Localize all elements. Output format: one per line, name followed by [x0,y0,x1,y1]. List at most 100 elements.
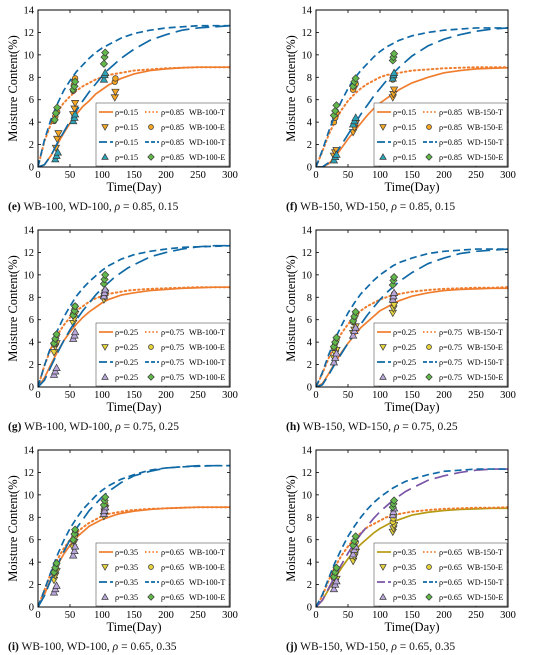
data-point [101,493,110,502]
legend-label: ρ=0.85 [161,108,184,117]
x-tick-label: 250 [190,170,206,181]
legend-label: WB-150-T [467,108,503,117]
y-tick-label: 10 [302,270,313,281]
x-tick-label: 200 [158,610,174,621]
legend-marker-swatch [379,153,387,160]
y-tick-label: 12 [302,248,313,259]
caption-rho: ρ [391,201,397,213]
data-point [51,563,60,572]
data-point [348,557,358,566]
x-tick-label: 100 [94,170,110,181]
legend-marker-swatch [379,124,387,131]
x-tick-label: 200 [436,170,452,181]
data-point [329,358,339,366]
data-point [70,109,80,118]
data-point [350,312,359,321]
data-point [52,363,61,371]
series-line-7 [316,248,508,387]
x-tick-label: 200 [158,170,174,181]
legend-label: ρ=0.75 [161,328,184,337]
series-line-7 [316,468,508,607]
legend-label: WD-150-T [467,578,503,587]
legend-marker-swatch [101,124,109,131]
legend-label: ρ=0.65 [161,563,184,572]
legend-label: WD-100-T [189,578,225,587]
legend-label: ρ=0.75 [161,343,184,352]
x-tick-label: 150 [126,390,142,401]
x-axis-label: Time(Day) [384,620,439,634]
data-point [389,68,399,76]
y-tick-label: 8 [29,513,34,524]
chart-panel-i: 0 50 100 150 200 250 300 0 2 4 6 8 10 12 14 Time(Day) Mo… [6,446,238,635]
y-tick-label: 0 [307,603,312,614]
caption-rho: ρ [112,641,119,653]
legend-marker-swatch [426,564,432,570]
legend-marker-swatch [147,593,155,601]
x-tick-label: 50 [65,170,76,181]
data-point [351,307,360,316]
legend-label: ρ=0.15 [393,153,416,162]
legend-box [373,542,508,607]
legend-marker-swatch [379,564,387,571]
data-point [332,563,341,572]
legend: ρ=0.25 ρ=0.75 WB-150-T ρ=0.25 ρ=0.75 WB-150-E… [373,322,508,387]
y-tick-label: 10 [302,490,313,501]
data-point [332,576,341,585]
plot-area [38,464,230,607]
data-point [49,349,59,357]
x-tick-label: 150 [126,170,142,181]
y-tick-label: 2 [29,140,34,151]
data-point [71,302,80,311]
y-tick-label: 0 [29,603,34,614]
data-point [71,77,80,86]
plot-frame [315,9,509,168]
x-tick-label: 300 [500,610,516,621]
data-point [51,109,61,118]
data-point [70,546,79,554]
legend-label: ρ=0.35 [393,548,416,557]
x-tick-label: 100 [94,390,110,401]
data-point [331,106,340,116]
x-tick-label: 50 [343,610,354,621]
x-tick-label: 100 [94,610,110,621]
legend-label: ρ=0.65 [161,578,184,587]
data-point [351,532,360,541]
x-tick-label: 250 [190,610,206,621]
x-tick-label: 200 [158,390,174,401]
caption-values: = 0.65, 0.35 [121,641,177,653]
legend-marker-swatch [101,153,109,160]
legend-marker-swatch [148,564,154,570]
plot-area [316,27,508,167]
x-tick-label: 300 [500,170,516,181]
series-line-6 [316,468,508,607]
legend-label: ρ=0.35 [115,578,138,587]
legend-label: WD-100-E [189,593,225,602]
y-tick-label: 0 [29,163,34,174]
y-tick-label: 8 [307,73,312,84]
y-axis-label: Moisture Content(%) [284,475,298,582]
legend-label: ρ=0.85 [439,138,462,147]
legend-label: WB-150-E [467,343,503,352]
data-point [331,338,340,347]
y-tick-label: 4 [29,558,35,569]
y-tick-label: 14 [302,6,313,17]
y-tick-label: 4 [29,338,35,349]
data-point [111,88,120,97]
y-tick-label: 2 [307,140,312,151]
legend-label: WD-150-E [467,373,503,382]
x-tick-label: 0 [313,610,318,621]
caption-values: = 0.65, 0.35 [399,641,456,653]
data-point [332,101,341,110]
legend-label: ρ=0.65 [439,593,462,602]
data-point [351,74,360,83]
legend-label: WD-100-E [189,373,225,382]
legend-label: WD-150-T [467,358,503,367]
legend-marker-swatch [426,124,432,130]
data-point [351,323,360,331]
plot-area [38,24,230,167]
y-tick-label: 8 [307,513,312,524]
chart-panel-e: 0 50 100 150 200 250 300 0 2 4 6 8 10 12 14 Time(Day) Mo… [6,6,238,195]
data-point [100,68,110,76]
x-tick-label: 150 [404,390,420,401]
